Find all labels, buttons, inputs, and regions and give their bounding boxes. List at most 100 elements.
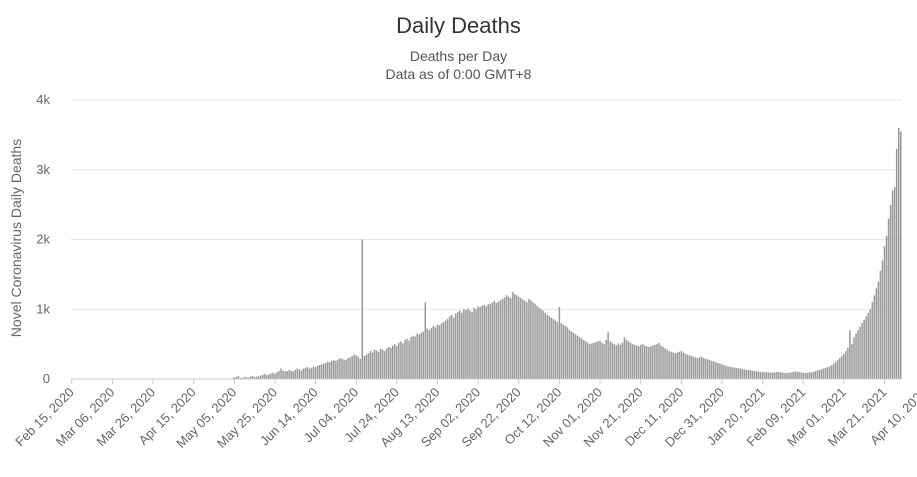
bar — [670, 351, 672, 379]
bar — [601, 342, 603, 379]
bar — [861, 323, 863, 379]
bar — [339, 358, 341, 379]
bar — [678, 351, 681, 379]
bar — [832, 363, 835, 379]
bar — [302, 368, 305, 379]
grid-lines — [71, 99, 902, 310]
bar — [672, 352, 674, 379]
bar — [895, 148, 898, 379]
bar — [660, 345, 662, 379]
bar — [249, 376, 252, 379]
bar — [304, 367, 307, 379]
bar — [639, 344, 642, 379]
bar — [875, 288, 878, 379]
bar — [652, 345, 654, 379]
bar — [487, 304, 490, 379]
bar — [424, 302, 427, 379]
bar — [828, 366, 831, 379]
bar — [495, 302, 498, 379]
bar — [826, 367, 829, 379]
bar — [418, 334, 420, 379]
bar — [270, 373, 272, 379]
bar — [737, 368, 739, 379]
y-tick-labels: 0 1k 2k 3k 4k — [36, 92, 50, 386]
bar — [593, 342, 595, 379]
bar — [682, 352, 685, 379]
bar — [814, 371, 817, 379]
bar — [753, 370, 756, 379]
bar — [526, 302, 528, 379]
bar — [251, 375, 254, 379]
bar — [367, 353, 370, 379]
bar — [731, 367, 733, 379]
bar — [392, 345, 394, 379]
bar — [743, 369, 746, 379]
bar — [347, 358, 349, 379]
bar — [619, 344, 622, 379]
bar — [532, 302, 534, 379]
bar — [674, 353, 676, 379]
bar — [609, 341, 611, 379]
bar — [597, 341, 599, 379]
bar — [680, 351, 683, 379]
bar — [560, 323, 563, 379]
bar — [465, 309, 467, 379]
bar — [897, 127, 900, 380]
bar — [278, 371, 280, 379]
bar — [576, 335, 579, 379]
bar — [505, 295, 508, 379]
bar — [615, 345, 618, 379]
bar — [708, 360, 711, 379]
bar — [806, 372, 809, 379]
bar — [739, 368, 741, 379]
bar — [780, 372, 782, 379]
bar — [235, 376, 238, 379]
bar — [627, 341, 630, 379]
bar — [396, 346, 398, 379]
bar — [280, 368, 282, 379]
bar — [694, 357, 697, 379]
bar — [517, 296, 520, 379]
bar — [481, 305, 483, 379]
bar — [432, 325, 435, 379]
bar — [503, 297, 506, 379]
bar — [564, 325, 567, 379]
bar — [351, 355, 353, 379]
bar — [810, 372, 813, 379]
bar — [544, 312, 546, 379]
bar — [763, 372, 766, 379]
bar — [363, 355, 366, 379]
bar — [666, 349, 668, 379]
bar — [499, 300, 502, 379]
bar — [333, 360, 335, 379]
bar — [696, 358, 699, 379]
bar — [899, 131, 902, 379]
bar — [400, 341, 402, 379]
bar — [802, 372, 804, 379]
bar — [408, 340, 410, 379]
bar — [719, 363, 721, 379]
bar — [698, 357, 701, 379]
bar — [318, 365, 321, 379]
bar — [769, 372, 772, 379]
bar — [589, 344, 591, 380]
bar — [436, 324, 439, 379]
bar — [450, 314, 453, 379]
bar — [583, 339, 585, 379]
bar — [369, 351, 372, 379]
bar — [335, 360, 337, 379]
bar — [572, 332, 575, 379]
chart-subtitle: Deaths per Day — [409, 48, 508, 64]
bar — [316, 365, 319, 379]
bar — [337, 359, 339, 379]
bar — [834, 361, 837, 379]
bar — [686, 354, 689, 379]
bar — [595, 342, 597, 379]
bar — [873, 295, 876, 379]
bar — [467, 308, 469, 379]
bar — [296, 368, 299, 379]
bar — [759, 371, 762, 379]
bar — [727, 366, 729, 379]
bar — [268, 374, 270, 379]
